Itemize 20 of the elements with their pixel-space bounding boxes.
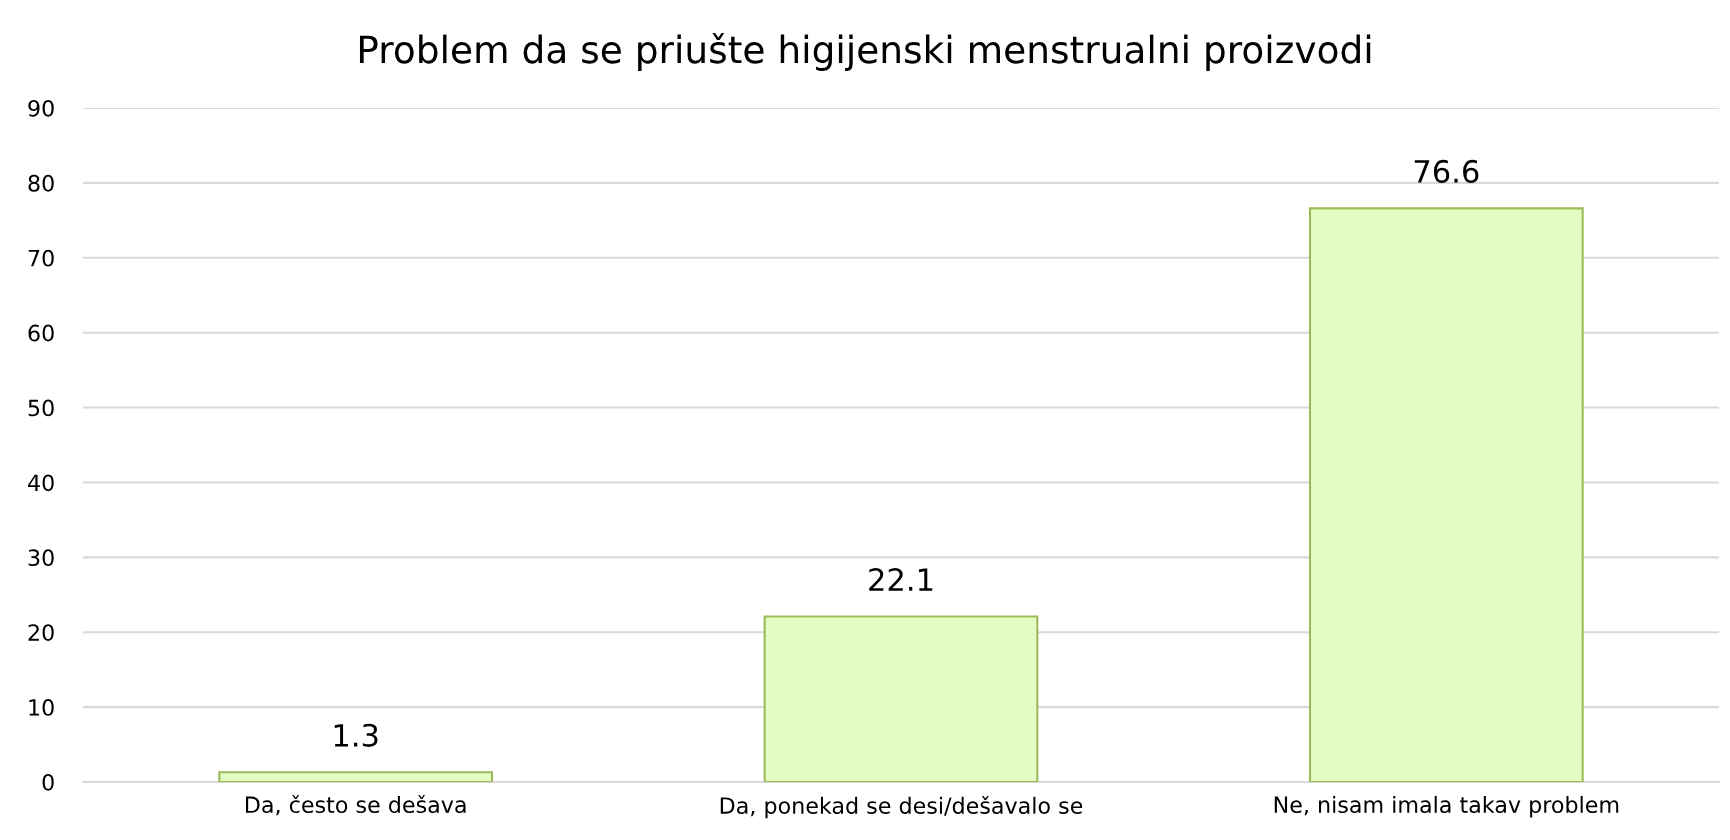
y-tick-label: 70 — [28, 249, 54, 267]
bar — [1308, 207, 1584, 782]
y-tick-label: 90 — [28, 99, 54, 117]
y-tick-label: 60 — [28, 324, 54, 342]
data-label: 22.1 — [869, 568, 933, 591]
chart-title: Problem da se priušte higijenski menstrualni proizvodi — [359, 33, 1371, 71]
x-tick-label: Da, ponekad se desi/dešavalo se — [720, 795, 1083, 819]
data-label: 1.3 — [334, 723, 378, 747]
y-tick-label: 40 — [28, 474, 54, 492]
y-tick-label: 80 — [28, 174, 54, 192]
y-tick-label: 20 — [28, 624, 54, 641]
bar — [763, 615, 1039, 782]
y-tick-label: 30 — [28, 549, 54, 567]
y-tick-label: 50 — [28, 399, 54, 417]
data-label: 76.6 — [1414, 159, 1479, 183]
y-tick-label: 0 — [42, 773, 54, 791]
x-tick-label: Ne, nisam imala takav problem — [1274, 795, 1619, 818]
y-tick-label: 10 — [29, 699, 54, 716]
x-tick-label: Da, često se dešava — [245, 795, 466, 816]
bar — [218, 771, 494, 782]
